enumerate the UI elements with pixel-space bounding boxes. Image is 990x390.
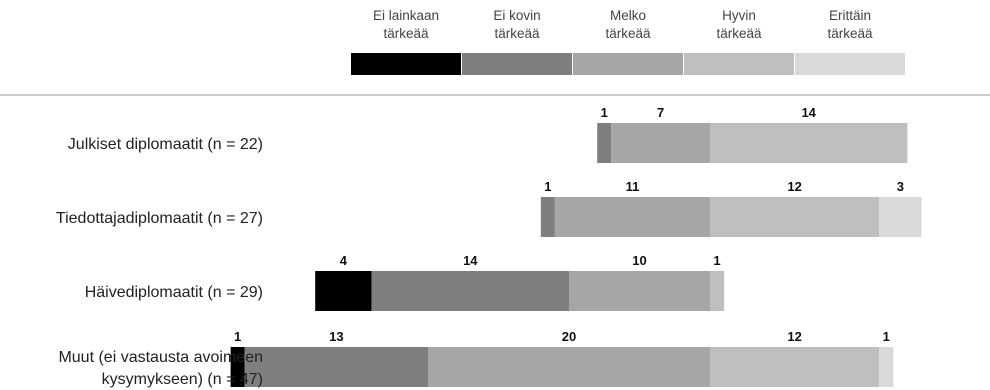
row-3: 4 14 10 1 Häivediplomaatit (n = 29) [85, 253, 725, 311]
bar-segment [371, 271, 569, 311]
bar-segment [315, 271, 372, 311]
data-label: 14 [463, 253, 478, 268]
bar-segment [244, 347, 428, 387]
bar-segment [428, 347, 710, 387]
category-label-line: Julkiset diplomaatit (n = 22) [68, 136, 263, 153]
legend-swatch-3 [573, 53, 683, 75]
legend-label-line: tärkeää [827, 26, 873, 41]
data-label: 7 [657, 105, 664, 120]
bar-segment [540, 197, 555, 237]
data-label: 4 [340, 253, 348, 268]
category-label: Muut (ei vastausta avoimeen kysymykseen) … [58, 349, 263, 388]
bar-segment [611, 123, 710, 163]
bar-segment [710, 271, 725, 311]
legend-label-2: Ei kovin tärkeää [493, 8, 540, 41]
legend-swatch-2 [462, 53, 572, 75]
data-label: 20 [562, 329, 576, 344]
bar-segment [230, 347, 245, 387]
legend-label-5: Erittäin tärkeää [827, 8, 873, 41]
data-label: 1 [234, 329, 241, 344]
data-label: 1 [883, 329, 890, 344]
data-label: 3 [897, 179, 904, 194]
data-label: 1 [713, 253, 720, 268]
bar-segment [597, 123, 612, 163]
legend-label-line: tärkeää [383, 26, 429, 41]
bar-segment [710, 197, 880, 237]
bar-segment [554, 197, 710, 237]
bar-segment [710, 347, 880, 387]
data-label: 11 [626, 179, 640, 194]
category-label-line: Tiedottajadiplomaatit (n = 27) [56, 210, 263, 227]
category-label: Häivediplomaatit (n = 29) [85, 284, 263, 301]
legend-label-4: Hyvin tärkeää [716, 8, 762, 41]
data-label: 13 [329, 329, 343, 344]
legend-label-3: Melko tärkeää [605, 8, 651, 41]
legend-label-line: tärkeää [716, 26, 762, 41]
data-label: 14 [801, 105, 816, 120]
data-label: 12 [787, 179, 801, 194]
legend-label-line: tärkeää [605, 26, 651, 41]
bar-segment [569, 271, 710, 311]
legend-label-line: Erittäin [829, 8, 871, 23]
data-label: 1 [601, 105, 608, 120]
legend-label-1: Ei lainkaan tärkeää [373, 8, 439, 41]
legend-label-line: tärkeää [494, 26, 540, 41]
legend-label-line: Hyvin [722, 8, 756, 23]
bar-segment [879, 197, 922, 237]
bar-segment [879, 347, 894, 387]
bar-segment [710, 123, 908, 163]
legend-label-line: Ei kovin [493, 8, 540, 23]
data-label: 12 [787, 329, 801, 344]
data-label: 1 [544, 179, 551, 194]
category-label-line: Muut (ei vastausta avoimeen [58, 349, 263, 366]
row-1: 1 7 14 Julkiset diplomaatit (n = 22) [68, 105, 908, 163]
category-label: Tiedottajadiplomaatit (n = 27) [56, 210, 263, 227]
legend-label-line: Ei lainkaan [373, 8, 439, 23]
category-label: Julkiset diplomaatit (n = 22) [68, 136, 263, 153]
data-label: 10 [632, 253, 646, 268]
row-4: 1 13 20 12 1 Muut (ei vastausta avoimeen kysym… [58, 329, 894, 388]
category-label-line: kysymykseen) (n = 47) [102, 371, 263, 388]
category-label-line: Häivediplomaatit (n = 29) [85, 284, 263, 301]
legend-swatch-5 [795, 53, 905, 75]
legend-swatch-1 [351, 53, 461, 75]
legend-swatch-4 [684, 53, 794, 75]
legend-label-line: Melko [610, 8, 646, 23]
legend: Ei lainkaan tärkeää Ei kovin tärkeää Melko tä… [351, 8, 905, 75]
